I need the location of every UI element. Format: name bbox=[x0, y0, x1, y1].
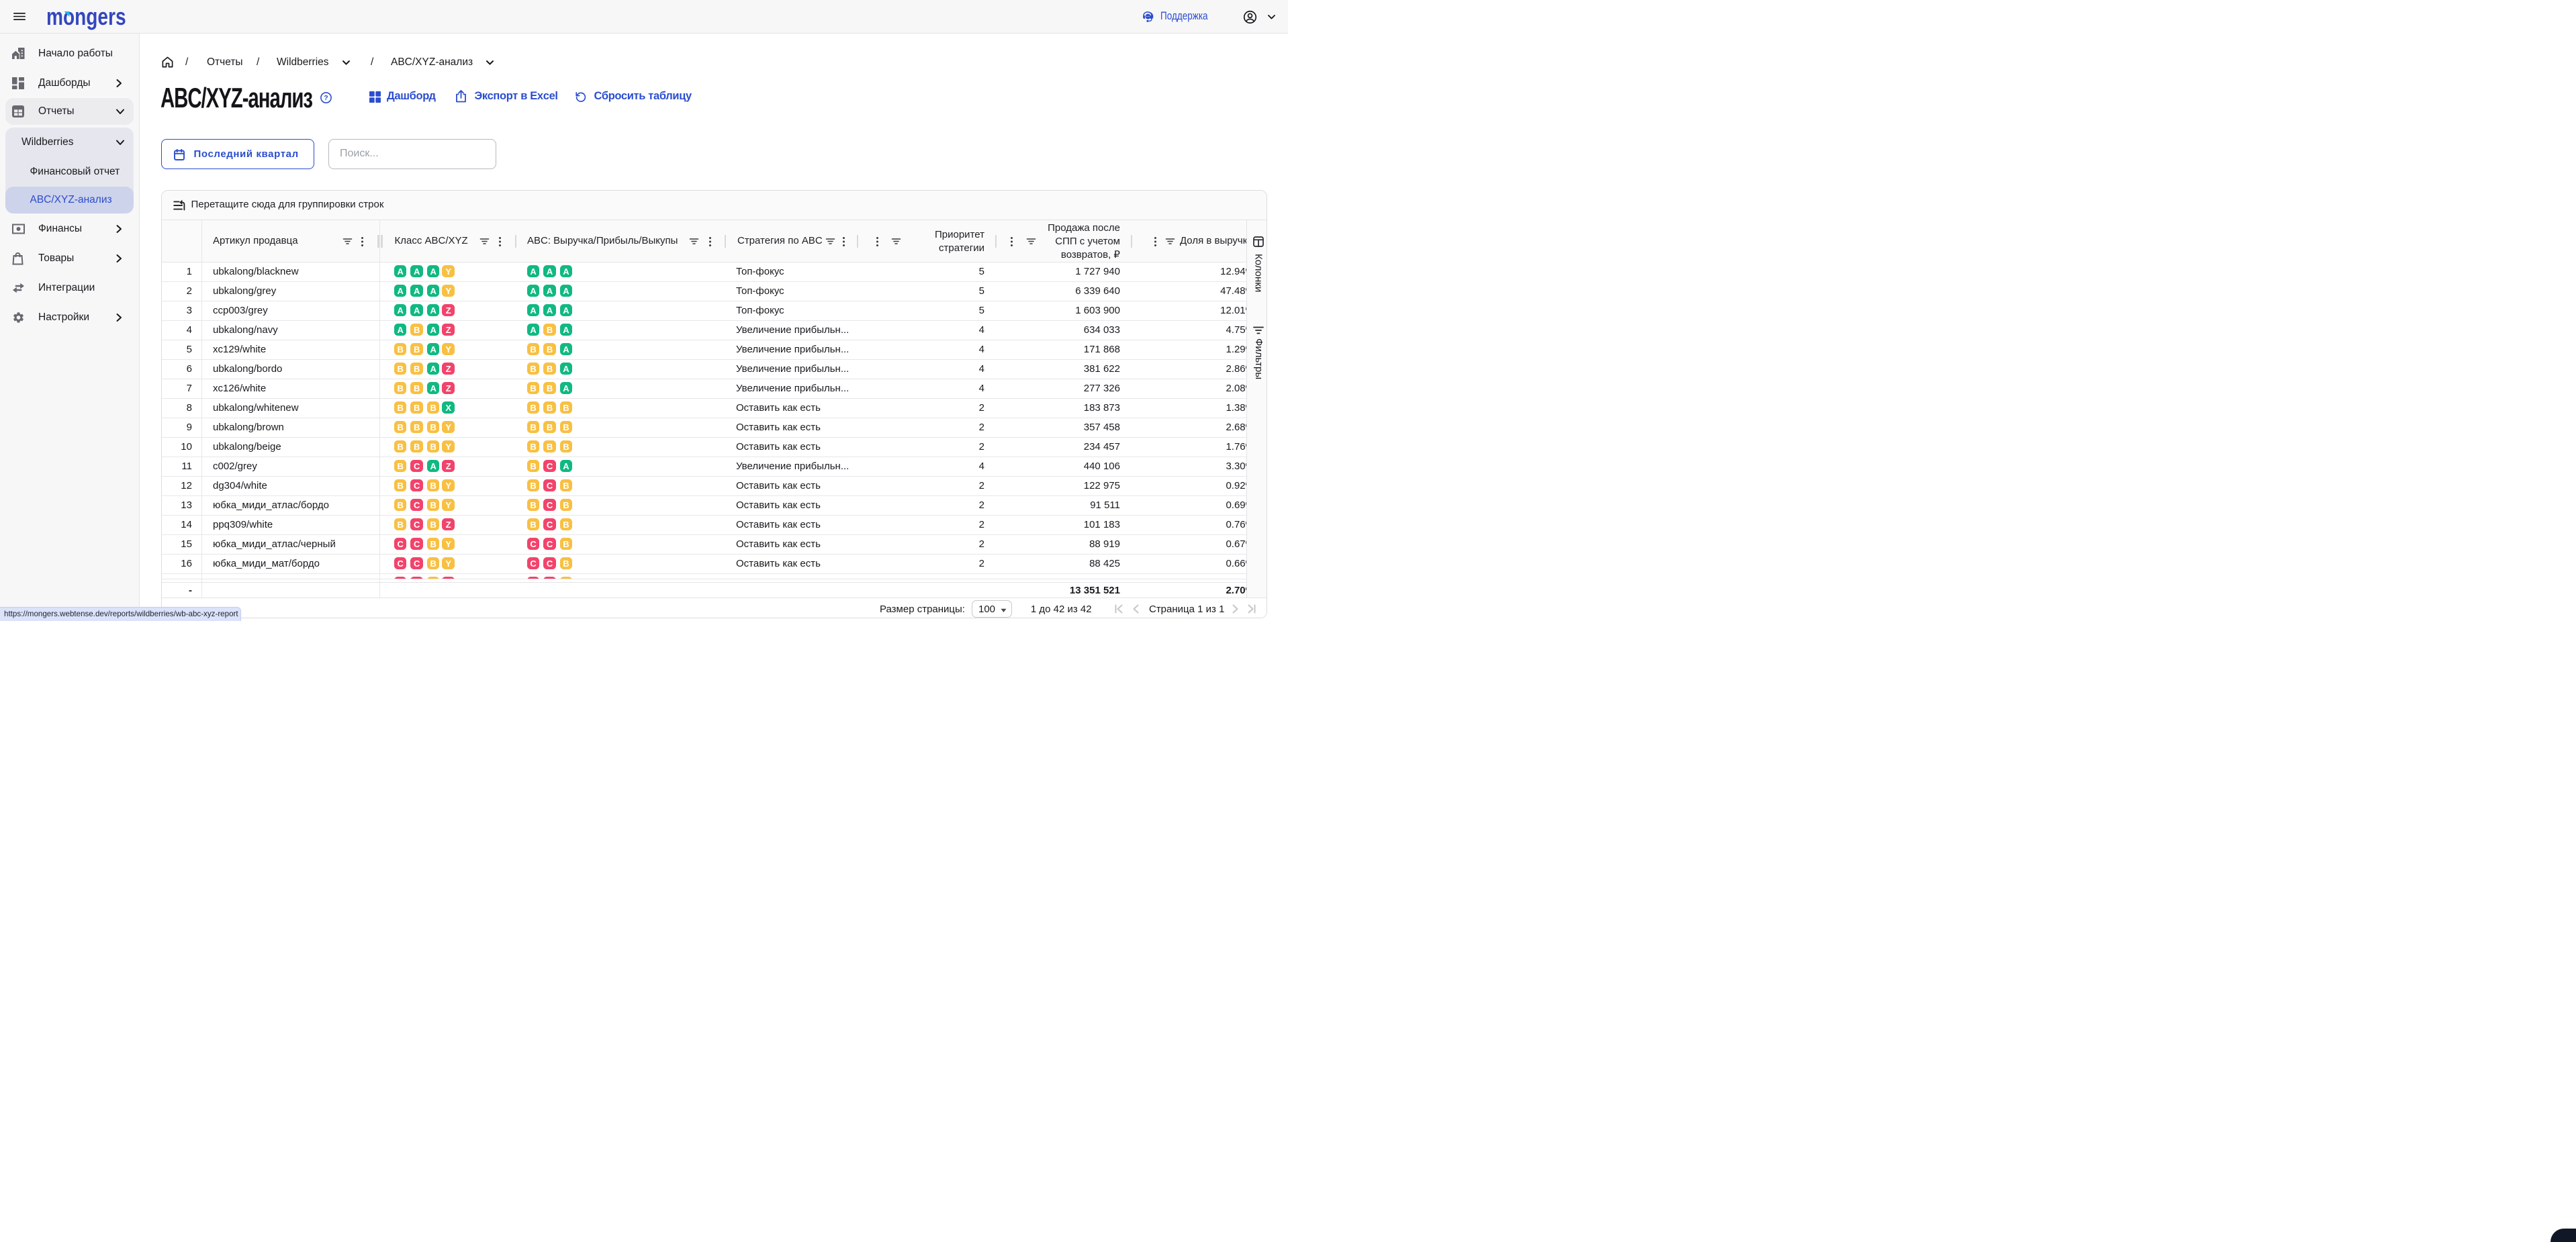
svg-text:?: ? bbox=[324, 94, 328, 102]
